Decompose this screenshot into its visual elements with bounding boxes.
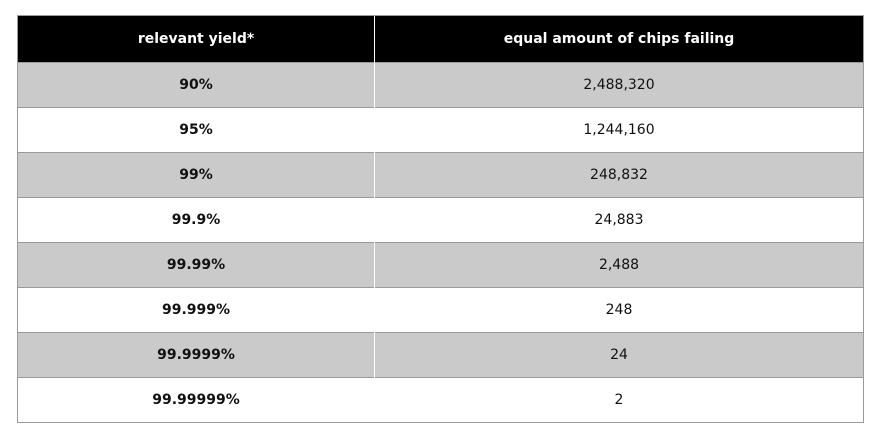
yield-table-container: relevant yield* equal amount of chips fa… bbox=[17, 15, 864, 423]
chips-failing-cell: 248 bbox=[374, 287, 864, 333]
table-row: 99.99% 2,488 bbox=[17, 242, 864, 288]
yield-cell: 99% bbox=[17, 152, 375, 198]
table-row: 99.99999% 2 bbox=[17, 377, 864, 423]
table-row: 99.9999% 24 bbox=[17, 332, 864, 378]
yield-cell: 99.999% bbox=[17, 287, 375, 333]
chips-failing-cell: 2 bbox=[374, 377, 864, 423]
header-relevant-yield: relevant yield* bbox=[17, 15, 375, 63]
table-row: 90% 2,488,320 bbox=[17, 62, 864, 108]
yield-table: relevant yield* equal amount of chips fa… bbox=[17, 15, 864, 423]
yield-cell: 95% bbox=[17, 107, 375, 153]
chips-failing-cell: 2,488,320 bbox=[374, 62, 864, 108]
yield-cell: 99.9999% bbox=[17, 332, 375, 378]
header-chips-failing: equal amount of chips failing bbox=[374, 15, 864, 63]
yield-cell: 99.99% bbox=[17, 242, 375, 288]
chips-failing-cell: 24 bbox=[374, 332, 864, 378]
table-body: 90% 2,488,320 95% 1,244,160 99% 248,832 … bbox=[17, 62, 864, 423]
yield-cell: 90% bbox=[17, 62, 375, 108]
table-row: 95% 1,244,160 bbox=[17, 107, 864, 153]
chips-failing-cell: 24,883 bbox=[374, 197, 864, 243]
table-row: 99% 248,832 bbox=[17, 152, 864, 198]
table-row: 99.999% 248 bbox=[17, 287, 864, 333]
chips-failing-cell: 1,244,160 bbox=[374, 107, 864, 153]
chips-failing-cell: 2,488 bbox=[374, 242, 864, 288]
yield-cell: 99.99999% bbox=[17, 377, 375, 423]
chips-failing-cell: 248,832 bbox=[374, 152, 864, 198]
yield-cell: 99.9% bbox=[17, 197, 375, 243]
table-row: 99.9% 24,883 bbox=[17, 197, 864, 243]
table-header-row: relevant yield* equal amount of chips fa… bbox=[17, 15, 864, 63]
